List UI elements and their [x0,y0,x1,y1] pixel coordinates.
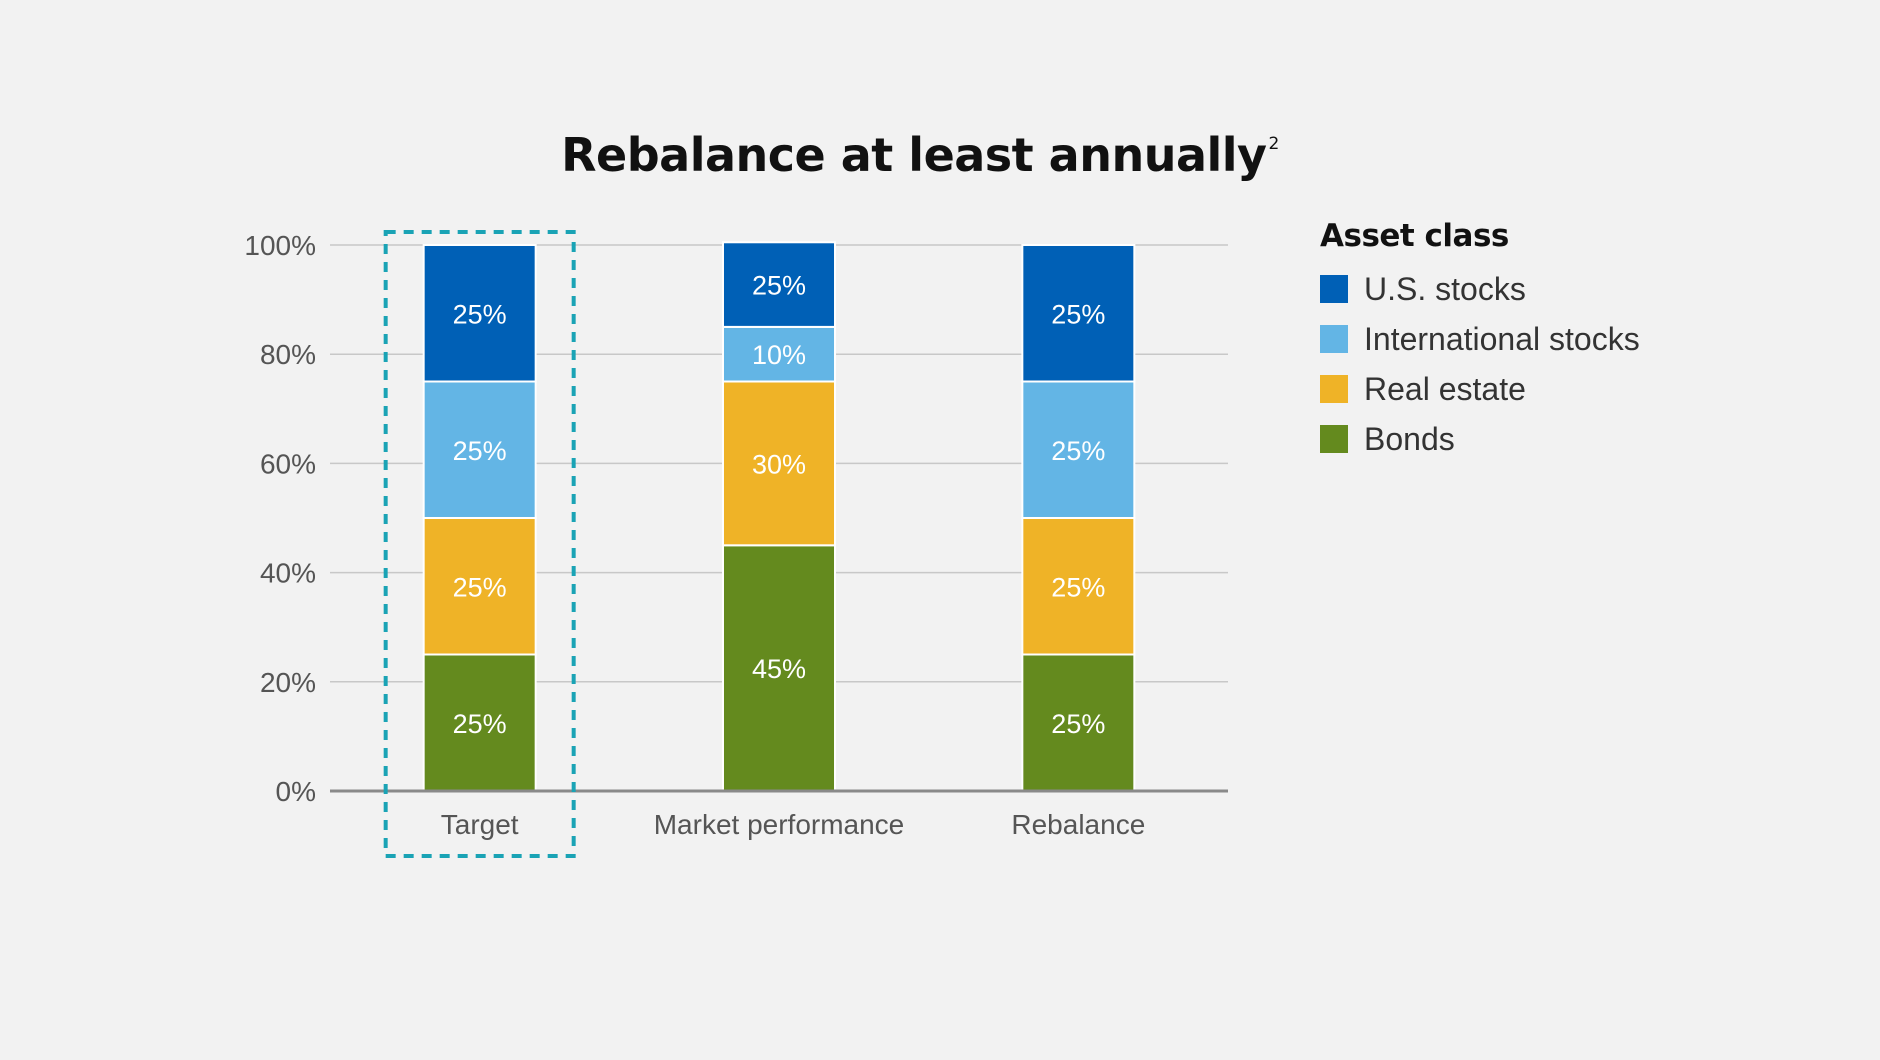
data-label: 25% [1051,299,1105,329]
data-label: 25% [1051,709,1105,739]
bar-segment [722,544,836,792]
y-tick-label: 100% [244,230,316,261]
data-label: 25% [1051,436,1105,466]
legend: Asset class U.S. stocks International sto… [1320,218,1640,464]
data-label: 25% [453,299,507,329]
data-label: 25% [453,709,507,739]
legend-item: U.S. stocks [1320,264,1640,314]
y-tick-label: 60% [260,448,316,479]
legend-title: Asset class [1320,218,1509,254]
legend-swatch [1320,425,1348,453]
chart-title: Rebalance at least annually 2 [0,128,1840,182]
legend-swatch [1320,325,1348,353]
bar-segment [422,380,537,519]
legend-item: Real estate [1320,364,1640,414]
title-footnote: 2 [1268,134,1280,154]
legend-label: U.S. stocks [1364,270,1526,307]
y-tick-label: 80% [260,339,316,370]
bar-segment [1021,244,1136,383]
data-label: 30% [752,449,806,479]
x-category-label: Target [441,809,519,840]
legend-label: Bonds [1364,420,1455,457]
bar-segment [722,380,836,547]
bar-segment [722,325,836,383]
highlight-box [383,230,576,858]
legend-item: Bonds [1320,414,1640,464]
y-tick-label: 20% [260,667,316,698]
x-category-label: Rebalance [1011,809,1145,840]
data-label: 45% [752,654,806,684]
bar-segment [1021,380,1136,519]
data-label: 25% [453,436,507,466]
data-label: 25% [752,271,806,301]
bar-segment [722,241,836,328]
data-label: 10% [752,340,806,370]
legend-label: Real estate [1364,370,1526,407]
data-label: 25% [1051,572,1105,602]
x-category-label: Market performance [654,809,905,840]
data-label: 25% [453,572,507,602]
legend-label: International stocks [1364,320,1640,357]
y-tick-label: 40% [260,558,316,589]
legend-swatch [1320,375,1348,403]
y-tick-label: 0% [276,776,316,807]
chart-title-text: Rebalance at least annually [561,128,1267,182]
legend-item: International stocks [1320,314,1640,364]
legend-swatch [1320,275,1348,303]
bar-segment [422,244,537,383]
bar-segment [1021,517,1136,656]
